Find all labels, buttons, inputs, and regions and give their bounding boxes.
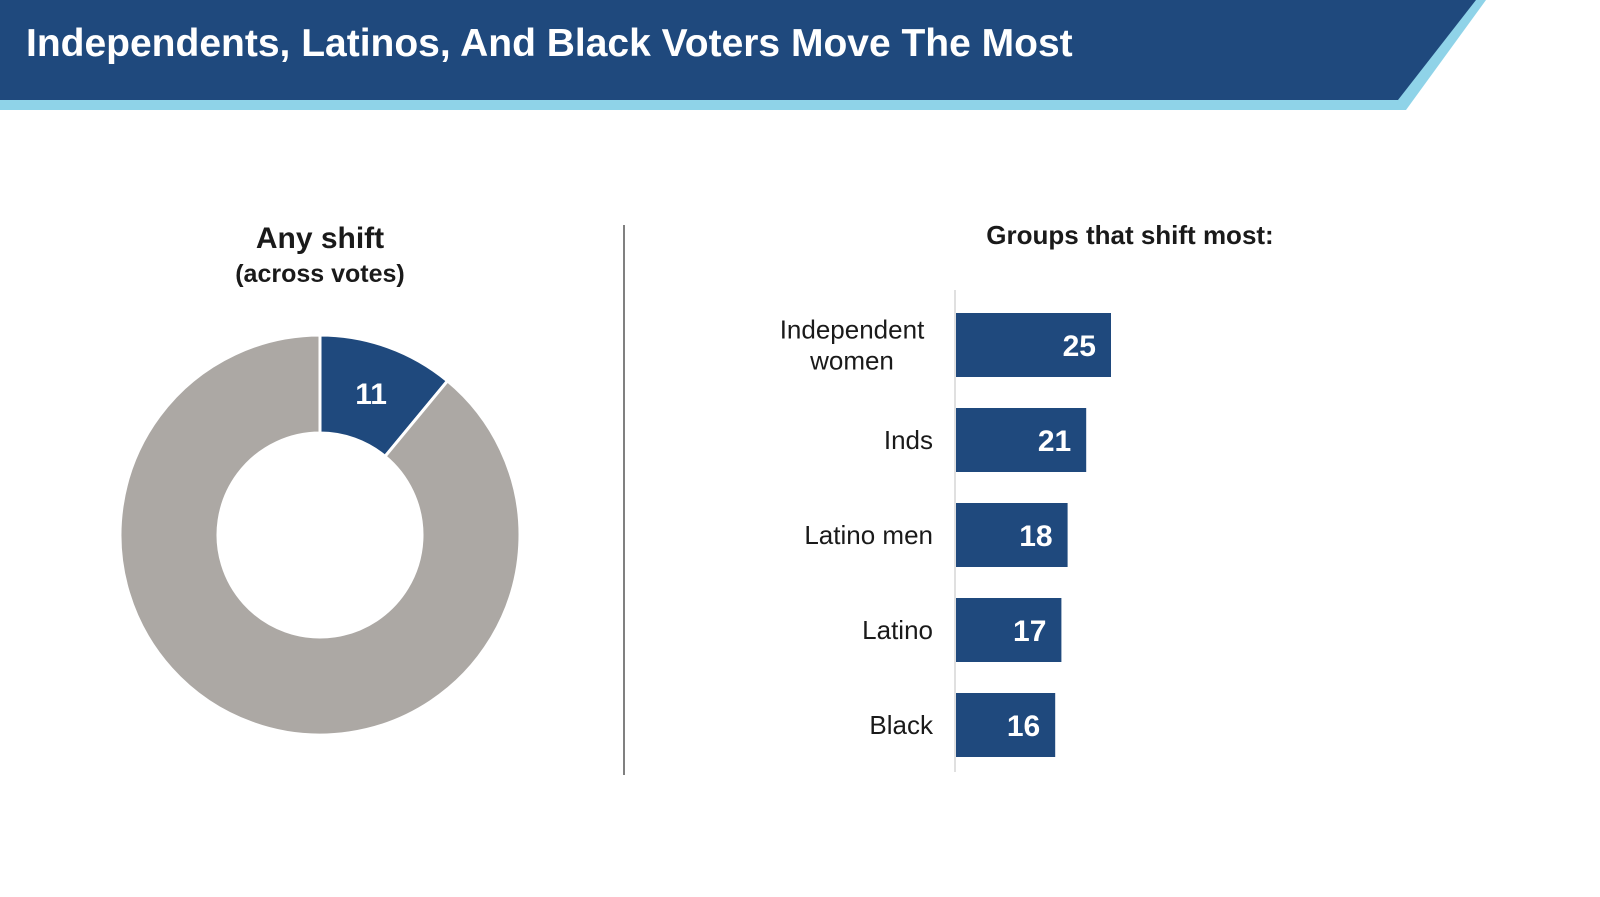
donut-chart-title: Any shift [255, 222, 385, 255]
bar-category-label-3: Latino [862, 615, 933, 645]
slide-title: Independents, Latinos, And Black Voters … [26, 22, 1073, 65]
bar-0 [956, 313, 1111, 377]
bar-value-label-0: 25 [1063, 330, 1096, 363]
header-banner-fill [0, 0, 1476, 100]
slide-header: Independents, Latinos, And Black Voters … [0, 0, 1600, 110]
bar-chart-title: Groups that shift most: [986, 220, 1274, 250]
bar-1 [956, 408, 1087, 472]
donut-chart: 11 [118, 333, 522, 737]
bar-3 [956, 598, 1062, 662]
bar-2 [956, 503, 1068, 567]
bar-value-label-1: 21 [1038, 425, 1071, 458]
bar-value-label-3: 17 [1013, 615, 1046, 648]
panel-divider [623, 225, 625, 775]
bar-category-label-2: Latino men [804, 520, 933, 550]
header-banner [0, 0, 1486, 110]
bar-category-label-1: Inds [884, 425, 933, 455]
bar-value-label-4: 16 [1007, 710, 1040, 743]
bar-category-label-4: Black [869, 710, 934, 740]
bar-chart: 25 Independent women 21 Inds 18 Latino men 17 La… [780, 290, 1111, 772]
donut-slice-1 [118, 333, 522, 737]
bar-value-label-2: 18 [1019, 520, 1052, 553]
donut-slice-label-0: 11 [355, 378, 387, 411]
donut-chart-subtitle: (across votes) [235, 260, 405, 288]
bar-4 [956, 693, 1056, 757]
bar-category-label-0: Independent women [780, 315, 925, 376]
